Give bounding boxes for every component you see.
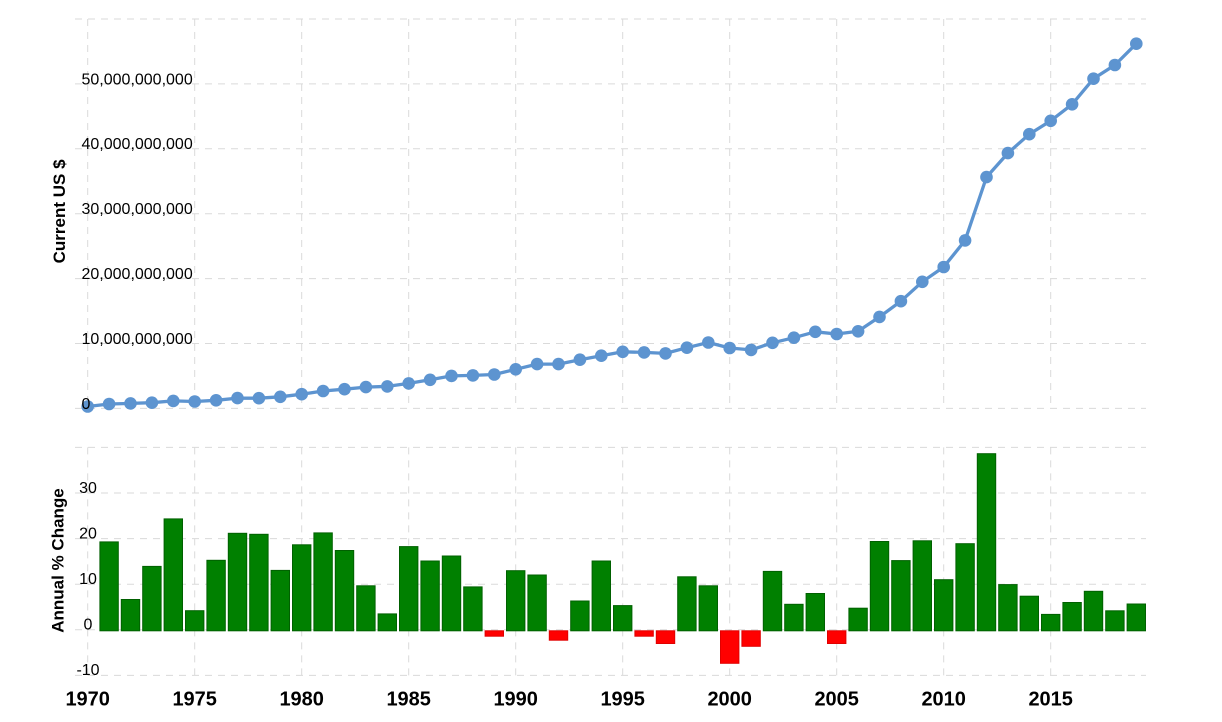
svg-text:1985: 1985	[386, 689, 431, 711]
svg-text:-10: -10	[76, 662, 99, 679]
svg-text:1995: 1995	[600, 689, 645, 711]
svg-text:50,000,000,000: 50,000,000,000	[82, 71, 193, 88]
svg-text:0: 0	[84, 617, 93, 634]
svg-text:2005: 2005	[814, 689, 859, 711]
svg-text:30,000,000,000: 30,000,000,000	[82, 201, 193, 218]
svg-text:20,000,000,000: 20,000,000,000	[82, 266, 193, 283]
svg-text:1990: 1990	[493, 689, 538, 711]
svg-text:10: 10	[79, 571, 97, 588]
svg-text:1970: 1970	[65, 689, 110, 711]
svg-text:Current US $: Current US $	[50, 159, 69, 263]
svg-text:30: 30	[79, 480, 97, 497]
svg-text:10,000,000,000: 10,000,000,000	[82, 331, 193, 348]
svg-text:2015: 2015	[1028, 689, 1073, 711]
svg-text:0: 0	[82, 396, 91, 413]
svg-text:1975: 1975	[172, 689, 217, 711]
svg-text:2010: 2010	[921, 689, 966, 711]
svg-text:2000: 2000	[707, 689, 752, 711]
svg-text:20: 20	[79, 525, 97, 542]
svg-text:1980: 1980	[279, 689, 324, 711]
svg-text:40,000,000,000: 40,000,000,000	[82, 136, 193, 153]
svg-text:Annual % Change: Annual % Change	[49, 488, 68, 633]
